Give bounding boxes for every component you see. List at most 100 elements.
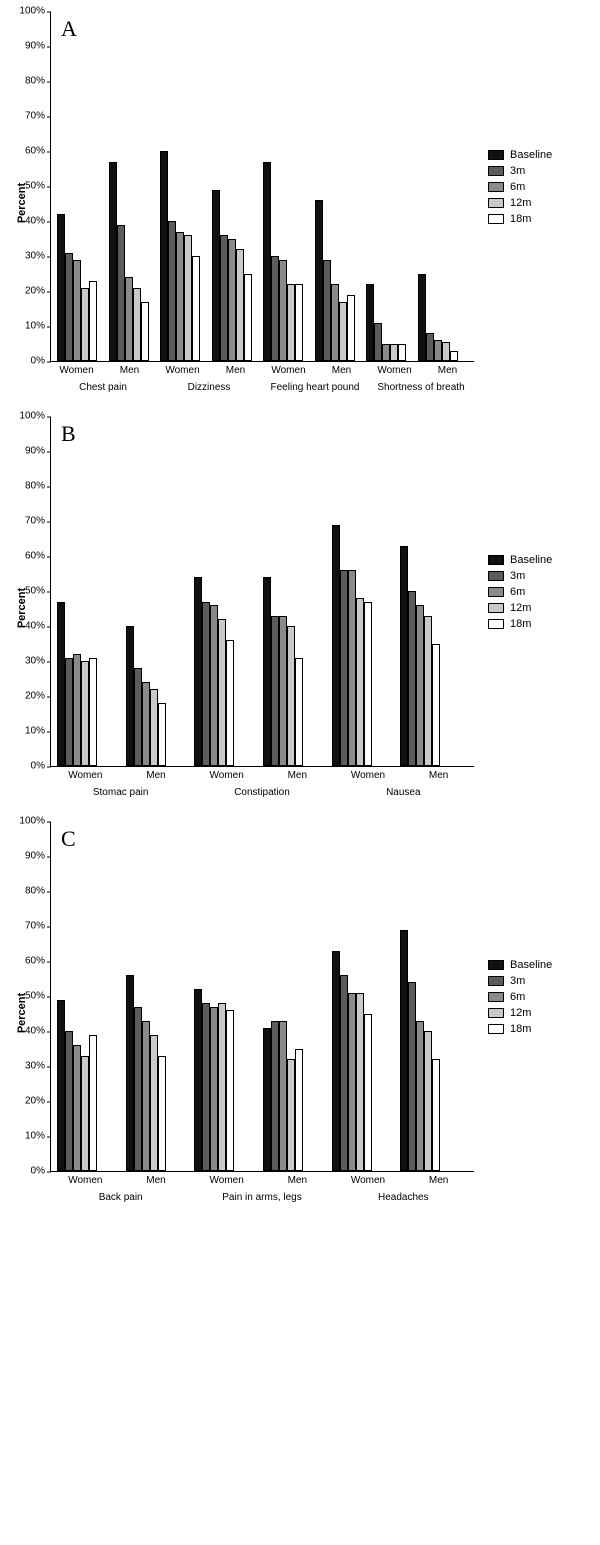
bar [142,682,150,766]
bar [408,982,416,1171]
bar [332,951,340,1172]
x-subgroup-label: Women [262,362,315,376]
bar [226,1010,234,1171]
x-subgroup-label: Men [121,767,192,781]
legend-label: 6m [510,991,525,1003]
bar-group [400,930,440,1172]
legend-label: 12m [510,602,531,614]
bar [382,344,390,362]
y-tick: 60% [11,551,45,562]
bar [150,689,158,766]
bar [168,221,176,361]
legend-item: 3m [488,165,584,177]
legend-item: 6m [488,181,584,193]
bar [210,605,218,766]
bar [134,1007,142,1172]
bar [347,295,355,362]
legend-swatch [488,587,504,597]
x-axis-categories: Chest painDizzinessFeeling heart poundSh… [50,376,474,395]
bar [65,1031,73,1171]
legend-label: 18m [510,213,531,225]
bar [89,1035,97,1172]
y-tick: 60% [11,146,45,157]
bar [279,616,287,767]
bar [226,640,234,766]
bar [374,323,382,362]
bar [450,351,458,362]
bar [73,1045,81,1171]
bar [184,235,192,361]
bar-group [418,274,458,362]
y-tick: 90% [11,851,45,862]
x-subgroup-label: Women [191,767,262,781]
panel-B: PercentB0%10%20%30%40%50%60%70%80%90%100… [0,405,600,810]
bar [65,253,73,362]
legend-item: 12m [488,1007,584,1019]
legend: Baseline3m6m12m18m [474,12,584,362]
bar [295,1049,303,1172]
y-tick: 70% [11,921,45,932]
legend-swatch [488,1024,504,1034]
bar [202,1003,210,1171]
bar [340,975,348,1171]
x-subgroup-label: Men [262,767,333,781]
bar [442,342,450,361]
y-tick: 90% [11,41,45,52]
y-tick: 80% [11,481,45,492]
bar [220,235,228,361]
legend-item: 3m [488,975,584,987]
y-tick: 30% [11,251,45,262]
legend-item: 6m [488,991,584,1003]
bar [202,602,210,767]
legend-label: Baseline [510,959,552,971]
x-subgroup-label: Men [315,362,368,376]
bar [65,658,73,767]
x-category-label: Headaches [333,1186,474,1205]
x-category-label: Back pain [50,1186,191,1205]
bar [339,302,347,362]
bar [295,658,303,767]
x-subgroup-label: Women [333,1172,404,1186]
bar [418,274,426,362]
legend-swatch [488,992,504,1002]
bar [279,1021,287,1172]
panel-A: PercentA0%10%20%30%40%50%60%70%80%90%100… [0,0,600,405]
bar-group [57,602,97,767]
x-category-label: Shortness of breath [368,376,474,395]
y-tick: 100% [11,6,45,17]
bar [287,1059,295,1171]
bar [218,619,226,766]
x-subgroup-label: Women [333,767,404,781]
bar [400,930,408,1172]
y-tick: 10% [11,321,45,332]
bar [364,602,372,767]
legend-swatch [488,571,504,581]
y-tick: 0% [11,761,45,772]
bar [89,658,97,767]
x-category-label: Nausea [333,781,474,800]
x-category-label: Dizziness [156,376,262,395]
bar [424,1031,432,1171]
bar-group [400,546,440,767]
y-tick: 30% [11,656,45,667]
bar-group [366,284,406,361]
y-tick: 0% [11,356,45,367]
bar-group [212,190,252,362]
bar [432,644,440,767]
legend-swatch [488,214,504,224]
plot-area: C0%10%20%30%40%50%60%70%80%90%100% [50,822,474,1172]
y-tick: 20% [11,286,45,297]
bar [160,151,168,361]
legend-label: 18m [510,618,531,630]
bar [81,288,89,362]
bar [192,256,200,361]
bar-group [57,214,97,361]
bar [271,256,279,361]
x-axis-categories: Back painPain in arms, legsHeadaches [50,1186,474,1205]
bar [194,577,202,766]
bar [315,200,323,361]
y-tick: 20% [11,1096,45,1107]
bar [73,654,81,766]
bar [89,281,97,362]
plot-area: A0%10%20%30%40%50%60%70%80%90%100% [50,12,474,362]
